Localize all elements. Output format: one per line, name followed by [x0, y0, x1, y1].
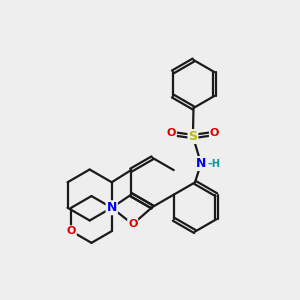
Text: N: N	[106, 201, 117, 214]
Text: O: O	[67, 226, 76, 236]
Text: O: O	[167, 128, 176, 139]
Text: –H: –H	[208, 159, 220, 169]
Text: O: O	[210, 128, 219, 139]
Text: O: O	[128, 219, 137, 229]
Text: S: S	[188, 130, 197, 143]
Text: N: N	[196, 157, 206, 170]
